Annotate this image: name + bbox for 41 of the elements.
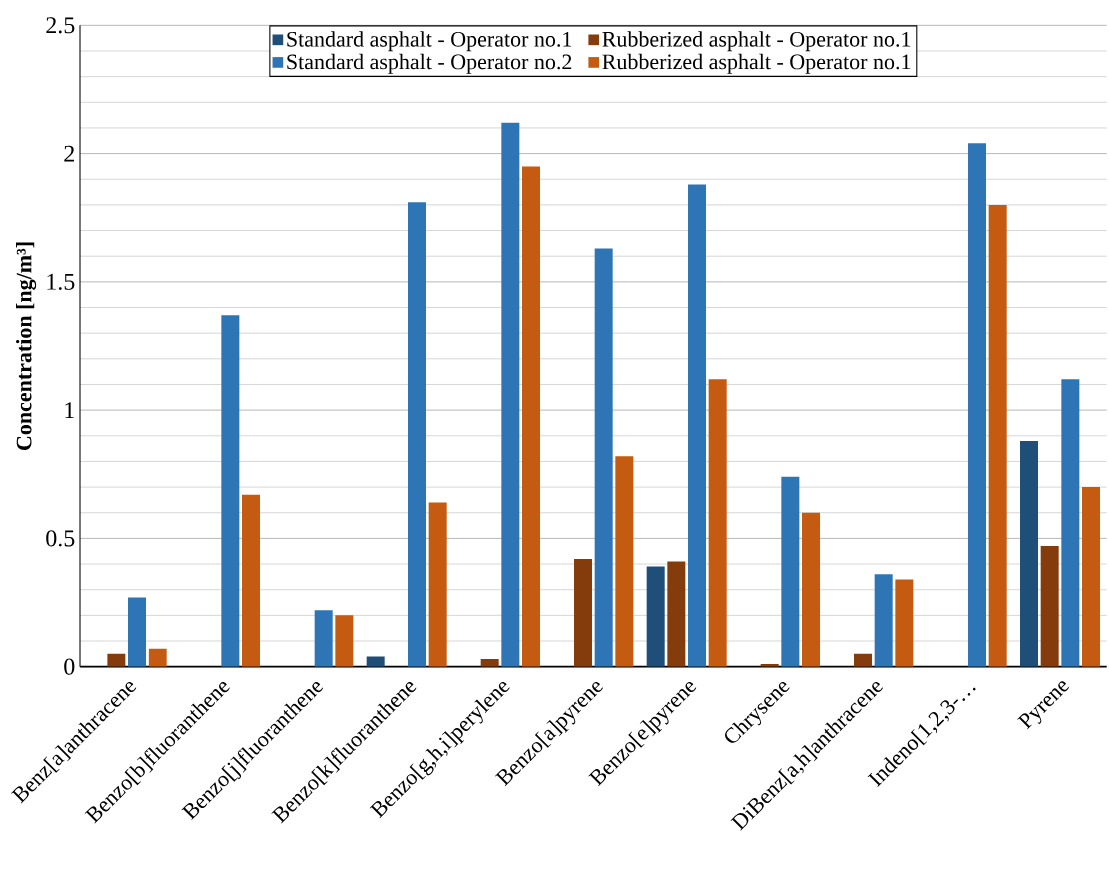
bar <box>1020 440 1039 667</box>
bar <box>221 315 240 667</box>
bar <box>335 615 354 667</box>
y-tick-label: 2 <box>64 145 74 162</box>
bar <box>480 658 499 667</box>
y-tick-label: 1 <box>65 402 74 419</box>
bar <box>314 610 333 667</box>
bar <box>1061 379 1080 667</box>
bar <box>781 476 800 667</box>
bar <box>988 204 1007 667</box>
bar <box>854 653 873 667</box>
y-tick-label: 2.5 <box>46 17 75 34</box>
y-axis-title: Concentration [ng/m³] <box>16 242 37 450</box>
bar <box>802 512 821 667</box>
legend-label: Rubberized asphalt - Operator no.1 <box>602 31 911 52</box>
y-tick-label: 0.5 <box>46 530 75 547</box>
bar <box>501 122 520 667</box>
legend-label: Standard asphalt - Operator no.2 <box>287 53 572 74</box>
legend-label: Rubberized asphalt - Operator no.1 <box>602 53 911 74</box>
bar <box>594 248 613 667</box>
bar <box>242 494 261 667</box>
y-tick-label: 0 <box>64 658 75 675</box>
bar <box>667 561 686 667</box>
bar <box>128 597 146 667</box>
bar <box>615 456 634 667</box>
bar <box>708 379 727 667</box>
bar <box>1082 487 1101 667</box>
bar <box>522 166 541 667</box>
bar <box>574 558 593 667</box>
bar <box>408 202 427 667</box>
bar <box>366 656 385 667</box>
bar <box>895 579 914 667</box>
bar <box>428 502 447 667</box>
bar <box>1040 546 1059 667</box>
bar <box>646 566 665 667</box>
bar <box>148 648 167 667</box>
y-tick-label: 1.5 <box>47 273 75 290</box>
bar <box>688 184 707 667</box>
legend-label: Standard asphalt - Operator no.1 <box>287 31 572 52</box>
bar <box>874 574 893 667</box>
bar <box>968 143 987 667</box>
